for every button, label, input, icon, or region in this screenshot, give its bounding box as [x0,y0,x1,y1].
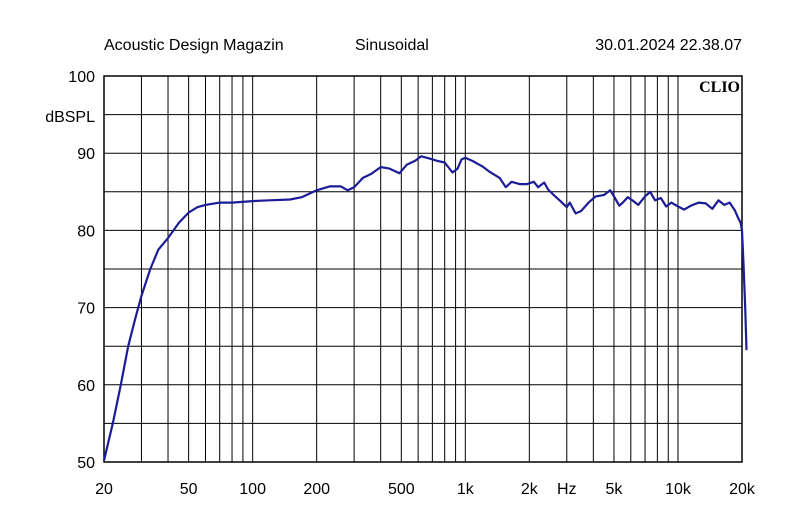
x-tick-label: 500 [388,481,415,498]
x-tick-label: 2k [521,481,539,498]
x-tick-label: 200 [303,481,330,498]
x-axis-label: Hz [557,481,577,498]
series-group [102,155,748,461]
x-tick-label: 100 [239,481,266,498]
x-tick-label: 10k [665,481,692,498]
response-curve [102,155,748,461]
y-tick-label: 90 [77,146,95,163]
x-tick-label: 20 [95,481,113,498]
y-tick-label: 50 [77,455,95,472]
y-tick-label: 80 [77,223,95,240]
x-tick-label: 50 [180,481,198,498]
header-datetime: 30.01.2024 22.38.07 [595,37,742,54]
x-axis-ticks: 20 50 100 200 500 1k 2k 5k 10k 20k [95,481,756,498]
y-axis-label: dBSPL [45,109,95,126]
clio-logo: CLIO [699,79,740,96]
y-tick-label: 100 [68,69,95,86]
plot-grid [103,75,743,463]
y-tick-label: 70 [77,301,95,318]
x-tick-label: 5k [606,481,624,498]
header-source: Acoustic Design Magazin [104,37,284,54]
x-tick-label: 20k [729,481,756,498]
y-tick-label: 60 [77,378,95,395]
header-mode: Sinusoidal [355,37,429,54]
plot-frame [103,75,743,463]
x-tick-label: 1k [457,481,475,498]
y-axis-ticks: 100 90 80 70 60 50 [68,69,95,472]
